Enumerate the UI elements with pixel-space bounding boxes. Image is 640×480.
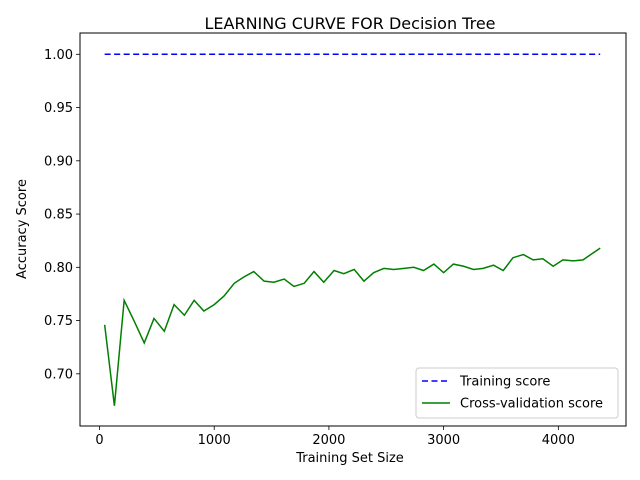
plot-lines bbox=[103, 53, 601, 406]
x-tick-label: 4000 bbox=[542, 433, 575, 448]
y-tick-label: 0.85 bbox=[44, 208, 73, 223]
x-tick-label: 2000 bbox=[312, 433, 345, 448]
y-tick-label: 1.00 bbox=[44, 48, 73, 63]
legend-box bbox=[415, 367, 619, 419]
legend-entry-1: Cross-validation score bbox=[460, 397, 603, 412]
y-tick-label: 0.95 bbox=[44, 101, 73, 116]
x-axis: 0 1000 2000 3000 4000 bbox=[95, 426, 575, 448]
series-line-1 bbox=[103, 247, 601, 406]
y-tick-label: 0.70 bbox=[44, 367, 73, 382]
plot-frame bbox=[79, 32, 627, 427]
y-axis-label: Accuracy Score bbox=[15, 179, 30, 279]
x-tick-label: 1000 bbox=[198, 433, 231, 448]
x-axis-label: Training Set Size bbox=[295, 451, 404, 466]
legend[interactable]: Training score Cross-validation score bbox=[415, 367, 619, 419]
y-tick-label: 0.80 bbox=[44, 261, 73, 276]
y-tick-label: 0.75 bbox=[44, 314, 73, 329]
y-tick-label: 0.90 bbox=[44, 154, 73, 169]
y-axis: 0.70 0.75 0.80 0.85 0.90 0.95 1.00 bbox=[44, 48, 80, 382]
x-tick-label: 0 bbox=[95, 433, 103, 448]
legend-entry-0: Training score bbox=[459, 375, 550, 390]
x-tick-label: 3000 bbox=[427, 433, 460, 448]
chart-title: LEARNING CURVE FOR Decision Tree bbox=[204, 14, 495, 33]
